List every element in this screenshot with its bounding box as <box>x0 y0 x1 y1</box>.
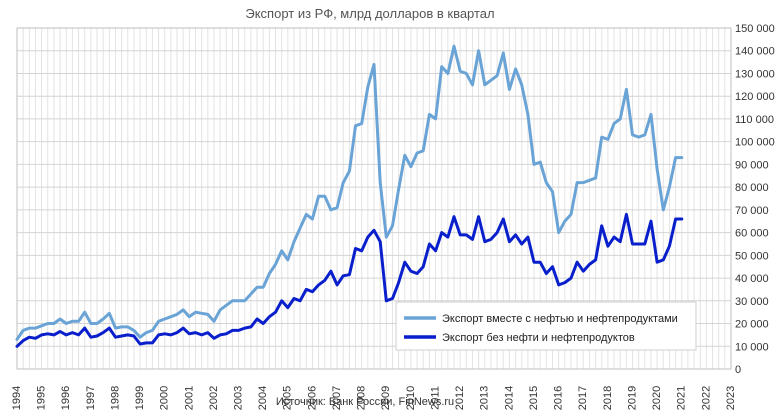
y-tick-label: 10 000 <box>735 341 769 353</box>
x-tick-label: 2007 <box>331 386 343 410</box>
x-tick-label: 2009 <box>380 386 392 410</box>
x-tick-label: 2020 <box>651 386 663 410</box>
x-tick-label: 2016 <box>553 386 565 410</box>
x-tick-label: 1999 <box>134 386 146 410</box>
x-tick-label: 2013 <box>479 386 491 410</box>
x-tick-label: 2002 <box>208 386 220 410</box>
x-tick-label: 2005 <box>282 386 294 410</box>
source-note: Источник: Банк России, FinNews.ru <box>276 396 454 408</box>
legend: Экспорт вместе с нефтью и нефтепродуктам… <box>395 301 697 351</box>
x-tick-label: 1996 <box>60 386 72 410</box>
x-tick-label: 2001 <box>183 386 195 410</box>
x-tick-label: 2008 <box>356 386 368 410</box>
x-tick-label: 1997 <box>85 386 97 410</box>
x-tick-label: 2012 <box>454 386 466 410</box>
x-tick-label: 2004 <box>257 386 269 410</box>
x-tick-label: 2010 <box>405 386 417 410</box>
y-tick-label: 110 000 <box>735 114 774 126</box>
y-tick-label: 20 000 <box>735 319 769 331</box>
x-tick-label: 1998 <box>109 386 121 410</box>
legend-label-total-export: Экспорт вместе с нефтью и нефтепродуктам… <box>442 313 678 325</box>
y-tick-label: 120 000 <box>735 91 775 103</box>
y-tick-label: 90 000 <box>735 159 769 171</box>
y-tick-labels: 0 10 000 20 000 30 000 40 000 50 000 60 000 70 … <box>735 23 775 376</box>
legend-label-non-oil-export: Экспорт без нефти и нефтепродуктов <box>442 332 635 344</box>
chart-title: Экспорт из РФ, млрд долларов в квартал <box>245 6 494 21</box>
x-tick-label: 2006 <box>306 386 318 410</box>
x-tick-label: 2022 <box>700 386 712 410</box>
x-tick-label: 2000 <box>159 386 171 410</box>
y-tick-label: 140 000 <box>735 46 775 58</box>
x-tick-label: 1995 <box>36 386 48 410</box>
y-tick-label: 70 000 <box>735 205 769 217</box>
y-tick-label: 30 000 <box>735 296 769 308</box>
axes <box>16 27 732 370</box>
x-tick-label: 2011 <box>429 386 441 410</box>
series-lines <box>15 44 684 348</box>
x-tick-label: 2018 <box>602 386 614 410</box>
y-tick-label: 80 000 <box>735 182 769 194</box>
series-line-total-export <box>15 44 684 341</box>
y-tick-label: 0 <box>735 364 741 376</box>
y-tick-label: 40 000 <box>735 273 769 285</box>
series-line-non-oil-export <box>15 212 684 348</box>
x-tick-label: 2014 <box>503 386 515 410</box>
x-tick-label: 2021 <box>676 386 688 410</box>
y-tick-label: 100 000 <box>735 137 775 149</box>
legend-box <box>395 301 697 351</box>
x-tick-label: 1994 <box>11 386 23 410</box>
x-tick-label: 2003 <box>232 386 244 410</box>
x-tick-labels: 1994 1995 1996 1997 1998 1999 2000 2001 2002 2003… <box>11 386 737 410</box>
x-tick-label: 2017 <box>577 386 589 410</box>
x-tick-label: 2015 <box>528 386 540 410</box>
x-tick-label: 2019 <box>626 386 638 410</box>
x-tick-label: 2023 <box>725 386 737 410</box>
y-tick-label: 50 000 <box>735 250 769 262</box>
y-tick-label: 130 000 <box>735 68 775 80</box>
y-tick-label: 60 000 <box>735 228 769 240</box>
y-tick-label: 150 000 <box>735 23 775 35</box>
plot-area-border <box>16 27 732 370</box>
